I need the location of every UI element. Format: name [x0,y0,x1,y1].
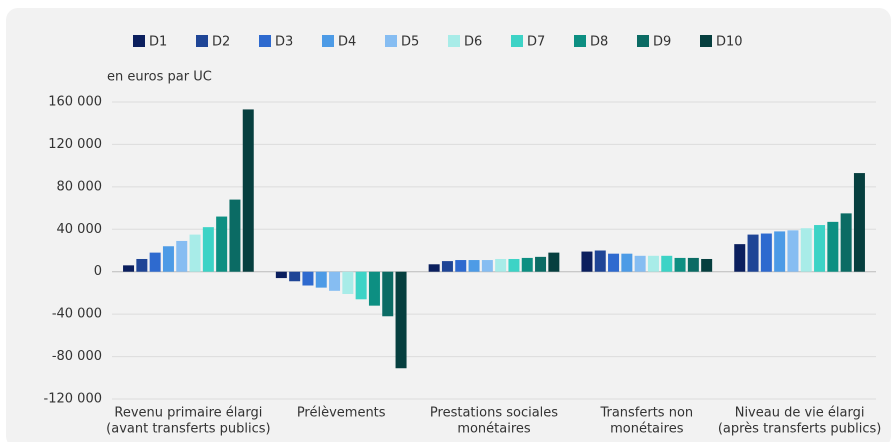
card-background [6,8,891,442]
bar [123,265,135,272]
bar [468,260,480,272]
legend-swatch [637,35,649,47]
bar [608,253,620,272]
bar [455,260,467,272]
bar [661,255,673,272]
legend-swatch [133,35,145,47]
y-tick-label: 0 [94,264,102,279]
x-tick-label: Transferts non [599,406,693,421]
legend-label: D3 [275,35,293,50]
legend-label: D10 [716,35,743,50]
x-tick-label: (après transferts publics) [718,422,882,437]
bar [787,230,799,272]
legend-label: D4 [338,35,356,50]
bar [495,258,507,272]
legend-label: D6 [464,35,482,50]
bar [747,234,759,272]
bar [242,109,254,272]
bar [302,271,314,286]
legend-swatch [385,35,397,47]
legend-swatch [511,35,523,47]
bar [441,261,453,272]
legend-label: D1 [149,35,167,50]
legend-swatch [322,35,334,47]
x-tick-label: monétaires [610,422,684,437]
legend-label: D2 [212,35,230,50]
bar [176,240,188,272]
bar [535,256,547,272]
bar [229,199,241,272]
legend-label: D5 [401,35,419,50]
y-tick-label: -80 000 [52,349,102,364]
bar [581,251,593,272]
x-tick-label: (avant transferts publics) [106,422,270,437]
bar [342,271,354,294]
bar [621,253,633,272]
bar [508,258,520,272]
bar [594,250,606,272]
y-tick-label: 160 000 [48,95,102,110]
bar [428,264,440,272]
bar [481,260,493,272]
bar [674,257,686,272]
legend-swatch [259,35,271,47]
x-tick-label: monétaires [457,422,531,437]
bar [701,258,713,272]
legend-label: D9 [653,35,671,50]
bar [149,252,161,272]
bar [382,271,394,317]
y-tick-label: -40 000 [52,307,102,322]
bar [202,227,214,272]
bar [774,231,786,272]
bar [827,221,839,272]
bar [760,233,772,272]
bar [734,244,746,272]
bar [136,258,148,272]
bar [289,271,301,282]
x-tick-label: Prélèvements [297,406,386,421]
bar [275,271,287,279]
legend-label: D8 [590,35,608,50]
y-tick-label: 40 000 [57,222,103,237]
x-tick-label: Prestations sociales [430,406,558,421]
bar [548,252,560,272]
bar [521,257,533,272]
y-tick-label: 80 000 [57,179,103,194]
legend-swatch [700,35,712,47]
bar [162,246,174,272]
bar [800,228,812,272]
y-tick-label: -120 000 [44,392,102,407]
bar [329,271,341,291]
bar [853,173,865,272]
x-tick-label: Niveau de vie élargi [735,406,865,421]
legend-swatch [574,35,586,47]
bar [647,255,659,272]
bar [216,216,228,272]
y-axis-label: en euros par UC [107,70,212,85]
y-tick-label: 120 000 [48,137,102,152]
bar [687,257,699,272]
bar [814,225,826,272]
bar [315,271,327,288]
legend-swatch [196,35,208,47]
bar [189,234,201,272]
x-tick-label: Revenu primaire élargi [114,406,262,421]
bar [368,271,380,306]
bar [840,213,852,272]
bar [634,255,646,272]
legend-label: D7 [527,35,545,50]
bar [355,271,367,300]
bar [395,271,407,369]
legend-swatch [448,35,460,47]
